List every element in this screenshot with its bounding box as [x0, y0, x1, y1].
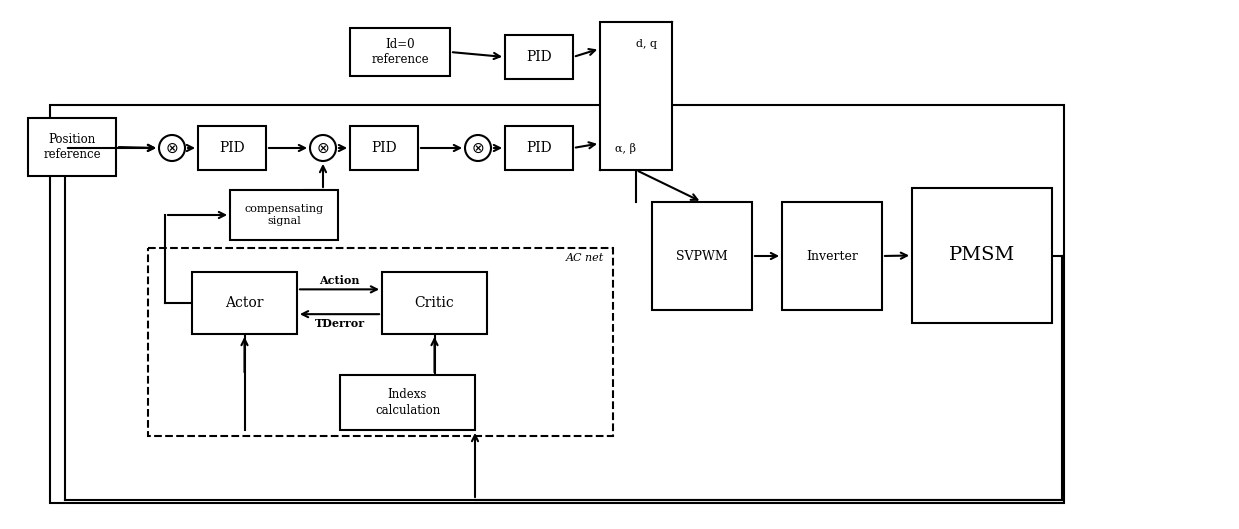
Bar	[506, 35, 572, 79]
Bar	[600, 22, 672, 170]
Text: d, q: d, q	[637, 39, 658, 49]
Text: Position
reference: Position reference	[43, 133, 100, 161]
Circle shape	[310, 135, 336, 161]
Text: AC net: AC net	[566, 253, 605, 263]
Text: Indexs
calculation: Indexs calculation	[375, 388, 440, 416]
Text: PID: PID	[372, 141, 396, 155]
Circle shape	[159, 135, 185, 161]
Bar	[339, 375, 475, 430]
Text: $\otimes$: $\otimes$	[316, 141, 330, 156]
Bar	[349, 28, 450, 76]
Text: $\otimes$: $\otimes$	[471, 141, 484, 156]
Bar	[28, 118, 116, 176]
Text: PID: PID	[219, 141, 245, 155]
Bar	[506, 126, 572, 170]
Text: Id=0
reference: Id=0 reference	[372, 38, 429, 66]
Text: SVPWM: SVPWM	[676, 250, 727, 262]
Text: Inverter: Inverter	[807, 250, 857, 262]
Bar	[652, 202, 752, 310]
Text: α, β: α, β	[615, 142, 636, 153]
Bar	[782, 202, 882, 310]
Text: PID: PID	[527, 141, 551, 155]
Bar	[912, 188, 1052, 323]
Bar	[230, 190, 338, 240]
Text: Actor: Actor	[225, 296, 264, 310]
Text: compensating
signal: compensating signal	[244, 204, 323, 226]
Bar	[198, 126, 266, 170]
Bar	[50, 105, 1064, 503]
Text: Critic: Critic	[415, 296, 455, 310]
Text: PMSM: PMSM	[949, 247, 1015, 264]
Circle shape	[465, 135, 491, 161]
Text: TDerror: TDerror	[315, 317, 364, 329]
Text: PID: PID	[527, 50, 551, 64]
Text: $\otimes$: $\otimes$	[165, 141, 178, 156]
Bar	[192, 272, 297, 334]
Text: Action: Action	[320, 275, 359, 286]
Bar	[147, 248, 613, 436]
Bar	[382, 272, 487, 334]
Bar	[349, 126, 418, 170]
